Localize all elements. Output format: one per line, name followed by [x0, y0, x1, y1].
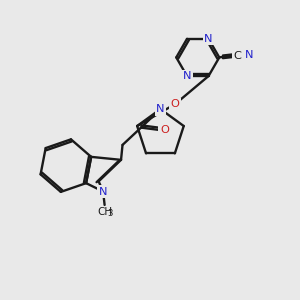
Text: N: N — [245, 50, 254, 60]
Text: N: N — [99, 187, 107, 196]
Text: CH: CH — [97, 207, 112, 218]
Text: 3: 3 — [107, 209, 113, 218]
Text: N: N — [204, 34, 213, 44]
Text: C: C — [234, 51, 242, 61]
Text: O: O — [160, 125, 169, 135]
Text: N: N — [183, 71, 191, 81]
Text: N: N — [156, 104, 165, 114]
Text: O: O — [171, 99, 180, 109]
